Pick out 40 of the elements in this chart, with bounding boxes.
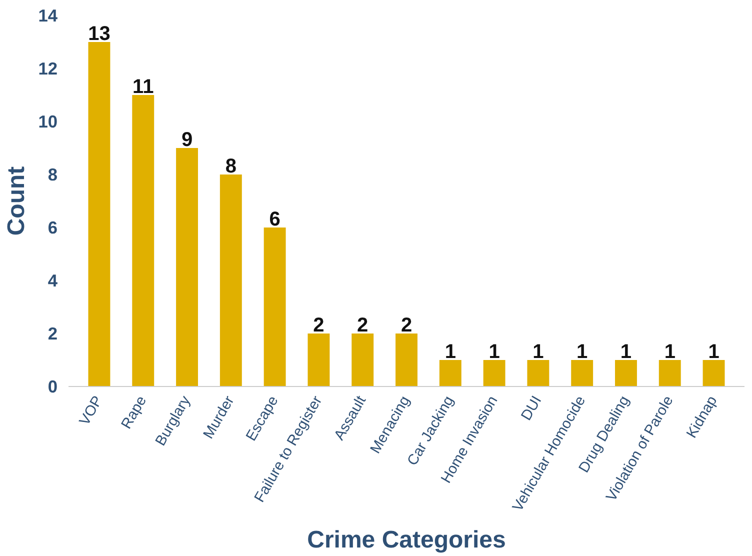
y-tick-label: 8 (48, 164, 58, 184)
data-label: 1 (488, 341, 500, 363)
y-tick-label: 0 (48, 376, 58, 396)
y-tick-label: 6 (48, 218, 58, 238)
y-tick-label: 2 (48, 324, 58, 344)
bar (527, 360, 550, 386)
bar (132, 95, 154, 386)
x-axis-title: Crime Categories (307, 526, 506, 554)
bar (176, 148, 198, 386)
data-label: 1 (708, 341, 720, 363)
data-label: 11 (132, 76, 154, 98)
y-axis-title: Count (3, 166, 30, 236)
bar (483, 360, 506, 386)
bar (220, 174, 242, 386)
bar (439, 360, 462, 386)
data-label: 2 (357, 314, 368, 336)
data-label: 6 (269, 208, 280, 230)
y-tick-label: 12 (38, 58, 58, 78)
data-label: 8 (225, 156, 236, 178)
bar (658, 360, 681, 386)
data-label: 9 (181, 129, 193, 151)
bar (396, 334, 418, 386)
bar (352, 334, 374, 386)
data-label: 1 (532, 341, 544, 363)
bar (308, 334, 330, 386)
bar (571, 360, 594, 386)
y-tick-label: 4 (48, 270, 58, 290)
data-label: 2 (313, 314, 324, 336)
bar (264, 228, 286, 386)
data-label: 1 (444, 341, 456, 363)
bar (615, 360, 637, 386)
data-label: 1 (664, 341, 676, 363)
data-label: 13 (88, 23, 110, 45)
y-tick-label: 10 (38, 112, 58, 132)
data-label: 1 (620, 341, 632, 363)
bar (702, 360, 725, 386)
data-label: 1 (576, 341, 588, 363)
y-tick-label: 14 (38, 6, 58, 26)
data-label: 2 (400, 314, 412, 336)
bar (88, 42, 110, 386)
